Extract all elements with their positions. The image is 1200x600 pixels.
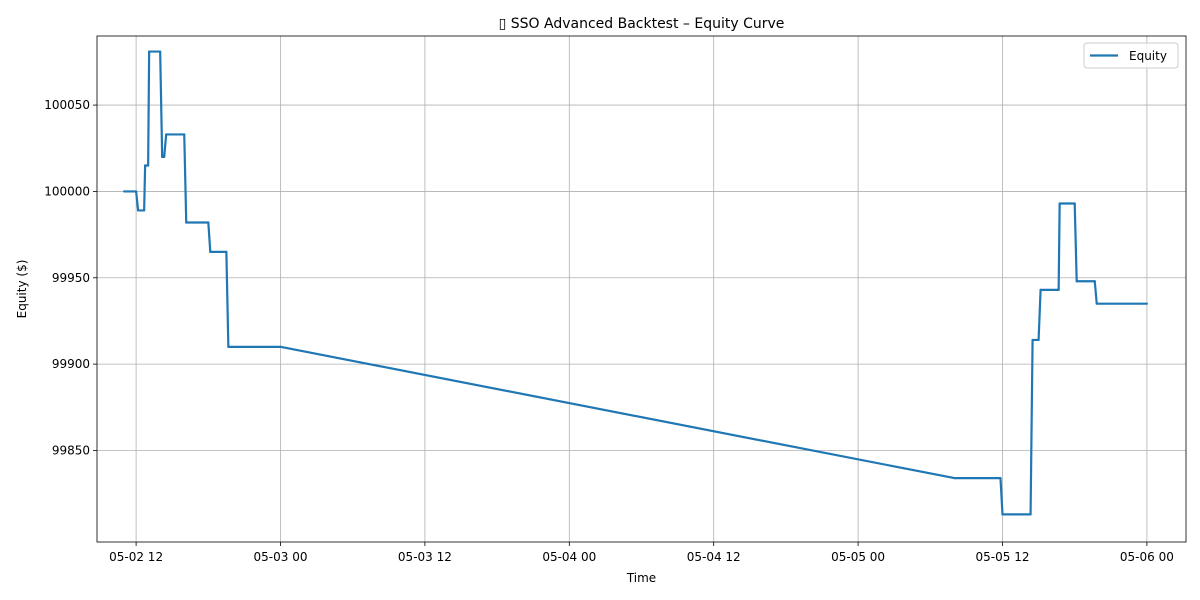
data-point: [1093, 280, 1096, 283]
y-tick-label: 99850: [52, 443, 90, 457]
data-point: [163, 155, 166, 158]
x-tick-label: 05-02 12: [109, 550, 163, 564]
data-point: [279, 345, 282, 348]
x-tick-label: 05-05 00: [831, 550, 885, 564]
data-point: [143, 209, 146, 212]
x-axis: 05-02 12 05-03 00 05-03 12 05-04 00 05-04 12…: [109, 542, 1174, 564]
data-point: [1058, 202, 1061, 205]
x-tick-label: 05-03 00: [254, 550, 308, 564]
y-axis: 99850 99900 99950 100000 100050: [44, 98, 97, 457]
data-point: [1095, 302, 1098, 305]
chart-title: ▯ SSO Advanced Backtest – Equity Curve: [499, 16, 785, 32]
data-point: [135, 190, 138, 193]
data-point: [209, 250, 212, 253]
data-point: [1075, 280, 1078, 283]
data-point: [953, 477, 956, 480]
x-tick-label: 05-05 12: [976, 550, 1030, 564]
data-point: [161, 155, 164, 158]
y-tick-label: 99950: [52, 271, 90, 285]
legend-box: [1083, 42, 1179, 69]
data-point: [1073, 202, 1076, 205]
grid: [97, 36, 1186, 542]
x-tick-label: 05-04 00: [542, 550, 596, 564]
data-point: [227, 345, 230, 348]
x-axis-label: Time: [626, 571, 656, 585]
data-point: [207, 221, 210, 224]
data-point: [183, 133, 186, 136]
data-point: [225, 250, 228, 253]
data-point: [122, 190, 126, 193]
data-point: [1037, 338, 1040, 342]
data-point: [137, 209, 140, 212]
data-point: [1029, 513, 1032, 516]
data-point: [1039, 288, 1042, 291]
data-point: [147, 164, 150, 167]
data-point: [185, 221, 188, 224]
data-point: [144, 164, 147, 167]
legend: Equity: [1083, 42, 1179, 69]
plot-frame: [96, 35, 1187, 543]
data-point: [1145, 302, 1148, 305]
plot-area: [97, 36, 1186, 542]
data-point: [165, 133, 168, 136]
data-point: [1057, 288, 1060, 291]
data-point: [1031, 338, 1034, 342]
data-point: [1001, 513, 1004, 516]
series-line-equity: [124, 50, 1147, 516]
y-tick-label: 100050: [44, 98, 90, 112]
y-tick-label: 99900: [52, 357, 90, 371]
x-tick-label: 05-04 12: [687, 550, 741, 564]
series-layer: [122, 50, 1148, 516]
x-tick-label: 05-06 00: [1120, 550, 1174, 564]
y-axis-label: Equity ($): [15, 260, 29, 319]
y-tick-label: 100000: [44, 184, 90, 198]
data-point: [148, 50, 151, 53]
data-point: [999, 477, 1002, 480]
x-tick-label: 05-03 12: [398, 550, 452, 564]
legend-label-equity: Equity: [1129, 49, 1167, 63]
data-point: [159, 50, 162, 53]
